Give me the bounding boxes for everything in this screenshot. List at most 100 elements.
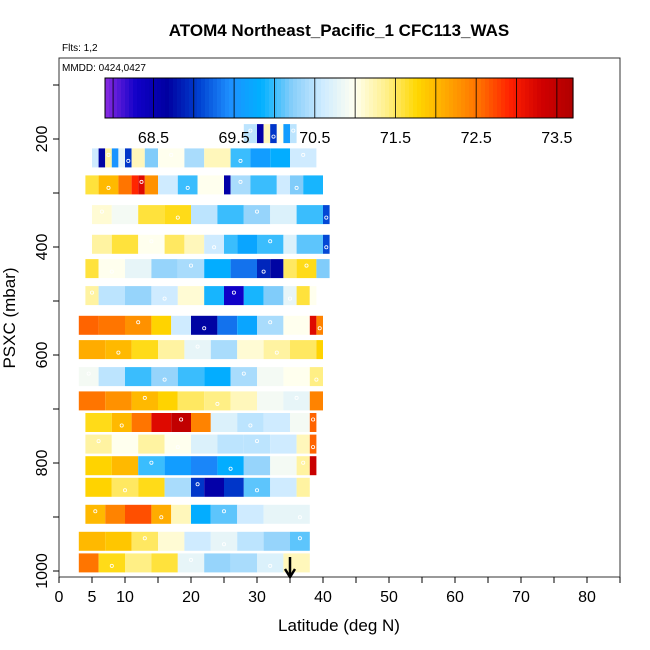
heat-cell	[151, 315, 172, 335]
colorbar-swatch	[329, 78, 334, 118]
sample-point	[109, 269, 114, 274]
heat-cell	[78, 367, 99, 387]
sample-point	[139, 179, 144, 184]
x-tick-label: 60	[446, 589, 464, 606]
heat-cell	[105, 340, 132, 360]
colorbar-swatch	[345, 78, 350, 118]
heat-cell	[138, 434, 165, 454]
colorbar-swatch	[197, 78, 202, 118]
colorbar-swatch	[281, 78, 286, 118]
heat-cell	[210, 531, 238, 551]
sample-point	[311, 445, 316, 450]
heat-cell	[131, 340, 158, 360]
heat-cell	[276, 124, 284, 144]
heat-cell	[237, 340, 264, 360]
heat-cell	[78, 315, 99, 335]
heat-cell	[250, 148, 271, 168]
colorbar-swatch	[185, 78, 190, 118]
colorbar-swatch	[341, 78, 346, 118]
colorbar-swatch	[361, 78, 366, 118]
heat-cell	[243, 205, 271, 225]
colorbar-swatch	[397, 78, 402, 118]
heat-cell	[303, 175, 323, 195]
heat-cell	[243, 124, 257, 144]
x-axis-label: Latitude (deg N)	[278, 616, 400, 635]
heat-cell	[131, 531, 158, 551]
colorbar-swatch	[301, 78, 306, 118]
sample-point	[268, 320, 273, 325]
heat-cell	[151, 504, 172, 524]
heat-cell	[296, 477, 310, 497]
heat-cell	[283, 234, 297, 254]
heat-cell	[151, 553, 178, 573]
heat-cell	[98, 286, 125, 306]
heat-cell	[171, 413, 191, 432]
colorbar-swatch	[133, 78, 138, 118]
colorbar-swatch	[325, 78, 330, 118]
colorbar-border	[104, 77, 574, 119]
heat-cell	[125, 553, 152, 573]
sample-point	[248, 128, 253, 133]
heat-cell	[98, 367, 125, 387]
chart-title: ATOM4 Northeast_Pacific_1 CFC113_WAS	[169, 21, 509, 40]
colorbar-swatch	[549, 78, 554, 118]
colorbar-swatch	[561, 78, 566, 118]
colorbar-swatch	[209, 78, 214, 118]
sample-point	[314, 377, 319, 382]
sample-point	[188, 263, 193, 268]
colorbar-swatch	[461, 78, 466, 118]
heat-cell	[316, 340, 323, 360]
colorbar-swatch	[201, 78, 206, 118]
colorbar-swatch	[349, 78, 354, 118]
heat-cell	[191, 434, 218, 454]
colorbar-swatch	[369, 78, 374, 118]
heat-cell	[309, 315, 317, 335]
heat-cell	[164, 456, 191, 476]
heat-cell	[257, 553, 284, 573]
heat-cell	[263, 413, 290, 432]
heat-cell	[296, 456, 310, 476]
colorbar-swatch	[465, 78, 470, 118]
sample-point	[241, 371, 246, 376]
sample-point	[136, 320, 141, 325]
sample-point	[287, 296, 292, 301]
sample-point	[212, 245, 217, 250]
y-tick-label: 600	[34, 342, 51, 369]
sample-point	[268, 239, 273, 244]
sample-point	[324, 215, 329, 220]
colorbar-swatch	[517, 78, 522, 118]
heat-cell	[184, 531, 211, 551]
colorbar-swatch	[257, 78, 262, 118]
heat-cell	[270, 205, 297, 225]
colorbar-swatch	[277, 78, 282, 118]
heat-cell	[177, 259, 205, 279]
heat-cell	[204, 148, 231, 168]
colorbar-swatch	[413, 78, 418, 118]
sample-point	[90, 290, 95, 295]
heat-cell	[78, 553, 99, 573]
heat-cell	[323, 205, 330, 225]
sample-point	[297, 536, 302, 541]
sample-point	[294, 395, 299, 400]
y-tick-label: 800	[34, 450, 51, 477]
colorbar-swatch	[425, 78, 430, 118]
sample-point	[274, 350, 279, 355]
heat-cell	[224, 477, 244, 497]
heat-cell	[111, 234, 139, 254]
heat-cell	[210, 504, 238, 524]
colorbar-swatch	[317, 78, 322, 118]
heat-cell	[125, 504, 152, 524]
heat-cell	[204, 259, 231, 279]
heat-cell	[243, 477, 271, 497]
colorbar-swatch	[337, 78, 342, 118]
heat-cell	[257, 259, 271, 279]
sample-point	[301, 152, 306, 157]
heat-cell	[177, 367, 205, 387]
heat-cell	[204, 391, 231, 411]
heat-cell	[158, 340, 185, 360]
colorbar-swatch	[313, 78, 318, 118]
heat-cell	[191, 456, 218, 476]
heat-cell	[257, 391, 284, 411]
heat-cell	[263, 340, 290, 360]
heat-cell	[237, 531, 264, 551]
